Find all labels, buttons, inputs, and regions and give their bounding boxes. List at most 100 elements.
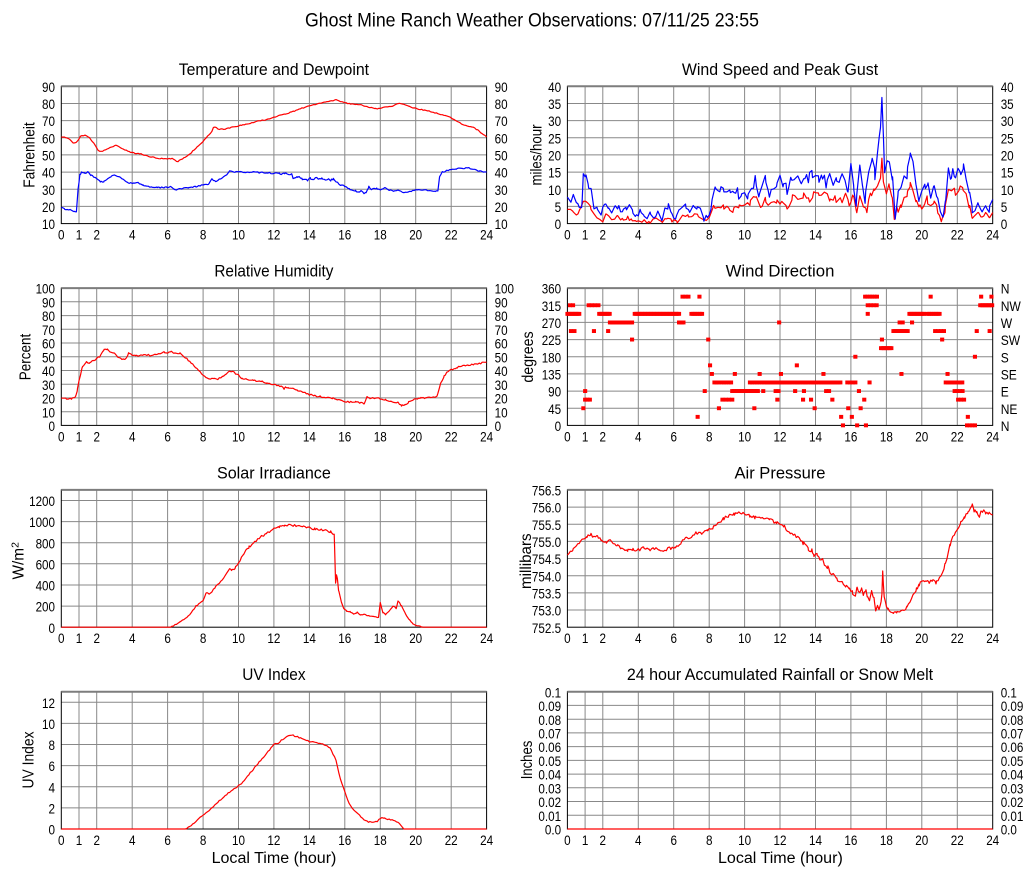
svg-text:315: 315 (542, 299, 561, 314)
svg-text:0: 0 (58, 228, 65, 243)
svg-text:8: 8 (200, 429, 207, 444)
svg-text:0: 0 (564, 833, 571, 848)
svg-text:40: 40 (495, 166, 508, 181)
svg-text:14: 14 (809, 429, 822, 444)
svg-text:18: 18 (374, 631, 387, 646)
svg-text:0: 0 (495, 419, 502, 434)
svg-text:0: 0 (58, 429, 65, 444)
svg-text:20: 20 (1001, 149, 1014, 164)
svg-text:24 hour Accumulated Rainfall o: 24 hour Accumulated Rainfall or Snow Mel… (627, 666, 934, 684)
svg-text:756.0: 756.0 (532, 501, 561, 516)
svg-text:0: 0 (564, 228, 571, 243)
svg-text:100: 100 (495, 282, 514, 297)
svg-text:5: 5 (555, 200, 562, 215)
svg-text:W: W (1001, 316, 1013, 331)
svg-text:12: 12 (774, 631, 787, 646)
svg-text:754.0: 754.0 (532, 569, 561, 584)
svg-text:Percent: Percent (18, 333, 35, 380)
svg-text:60: 60 (42, 131, 55, 146)
svg-text:0: 0 (49, 621, 56, 636)
svg-text:NW: NW (1001, 299, 1021, 314)
svg-text:22: 22 (445, 631, 458, 646)
svg-text:14: 14 (809, 228, 822, 243)
svg-text:12: 12 (42, 696, 55, 711)
svg-text:45: 45 (548, 402, 561, 417)
svg-text:1000: 1000 (29, 515, 55, 530)
svg-text:0: 0 (58, 631, 65, 646)
svg-text:Temperature and Dewpoint: Temperature and Dewpoint (179, 61, 370, 79)
svg-text:10: 10 (738, 429, 751, 444)
svg-text:24: 24 (480, 228, 493, 243)
svg-text:40: 40 (42, 166, 55, 181)
svg-text:12: 12 (267, 429, 280, 444)
svg-text:8: 8 (200, 631, 207, 646)
svg-text:15: 15 (1001, 166, 1014, 181)
svg-text:22: 22 (951, 833, 964, 848)
svg-text:12: 12 (774, 429, 787, 444)
svg-text:4: 4 (129, 228, 136, 243)
svg-text:0.02: 0.02 (1001, 795, 1024, 810)
svg-text:miles/hour: miles/hour (528, 125, 545, 186)
svg-text:20: 20 (409, 833, 422, 848)
svg-text:14: 14 (809, 833, 822, 848)
svg-text:Inches: Inches (519, 740, 536, 779)
svg-text:756.5: 756.5 (532, 484, 561, 499)
svg-text:SW: SW (1001, 333, 1021, 348)
svg-text:20: 20 (409, 631, 422, 646)
svg-text:0: 0 (58, 833, 65, 848)
svg-text:6: 6 (164, 429, 171, 444)
svg-text:10: 10 (738, 833, 751, 848)
svg-text:24: 24 (986, 631, 999, 646)
svg-text:20: 20 (915, 631, 928, 646)
svg-text:10: 10 (495, 217, 508, 232)
svg-text:20: 20 (548, 149, 561, 164)
svg-text:0: 0 (49, 823, 56, 838)
svg-text:90: 90 (42, 80, 55, 95)
svg-text:18: 18 (374, 429, 387, 444)
svg-text:UV Index: UV Index (242, 666, 305, 684)
svg-text:6: 6 (164, 228, 171, 243)
svg-text:80: 80 (42, 97, 55, 112)
svg-text:8: 8 (706, 631, 713, 646)
svg-text:50: 50 (42, 350, 55, 365)
svg-text:6: 6 (164, 833, 171, 848)
svg-text:NE: NE (1001, 402, 1018, 417)
svg-text:12: 12 (267, 631, 280, 646)
svg-text:24: 24 (480, 631, 493, 646)
svg-text:N: N (1001, 419, 1010, 434)
svg-text:14: 14 (809, 631, 822, 646)
svg-text:14: 14 (303, 833, 316, 848)
svg-text:UV Index: UV Index (21, 731, 38, 788)
svg-text:50: 50 (495, 350, 508, 365)
svg-text:0.09: 0.09 (538, 699, 561, 714)
svg-text:0.01: 0.01 (538, 809, 561, 824)
svg-text:degrees: degrees (520, 331, 537, 383)
svg-text:24: 24 (986, 429, 999, 444)
svg-text:16: 16 (338, 228, 351, 243)
svg-text:8: 8 (706, 429, 713, 444)
svg-text:60: 60 (495, 131, 508, 146)
svg-text:20: 20 (915, 228, 928, 243)
svg-text:Local Time (hour): Local Time (hour) (718, 850, 843, 867)
svg-text:E: E (1001, 385, 1009, 400)
svg-text:2: 2 (93, 228, 100, 243)
svg-text:10: 10 (232, 631, 245, 646)
svg-text:0.03: 0.03 (1001, 781, 1024, 796)
svg-text:35: 35 (1001, 97, 1014, 112)
svg-text:18: 18 (880, 228, 893, 243)
svg-text:30: 30 (42, 378, 55, 393)
svg-text:4: 4 (635, 228, 642, 243)
svg-text:40: 40 (548, 80, 561, 95)
svg-text:6: 6 (49, 759, 56, 774)
svg-text:35: 35 (548, 97, 561, 112)
svg-text:2: 2 (600, 631, 607, 646)
svg-text:50: 50 (42, 149, 55, 164)
svg-text:24: 24 (986, 833, 999, 848)
svg-text:180: 180 (542, 350, 561, 365)
svg-text:16: 16 (844, 228, 857, 243)
svg-text:1: 1 (76, 429, 83, 444)
svg-text:0: 0 (49, 419, 56, 434)
svg-text:25: 25 (1001, 131, 1014, 146)
svg-text:0: 0 (555, 419, 562, 434)
svg-text:0: 0 (1001, 217, 1008, 232)
